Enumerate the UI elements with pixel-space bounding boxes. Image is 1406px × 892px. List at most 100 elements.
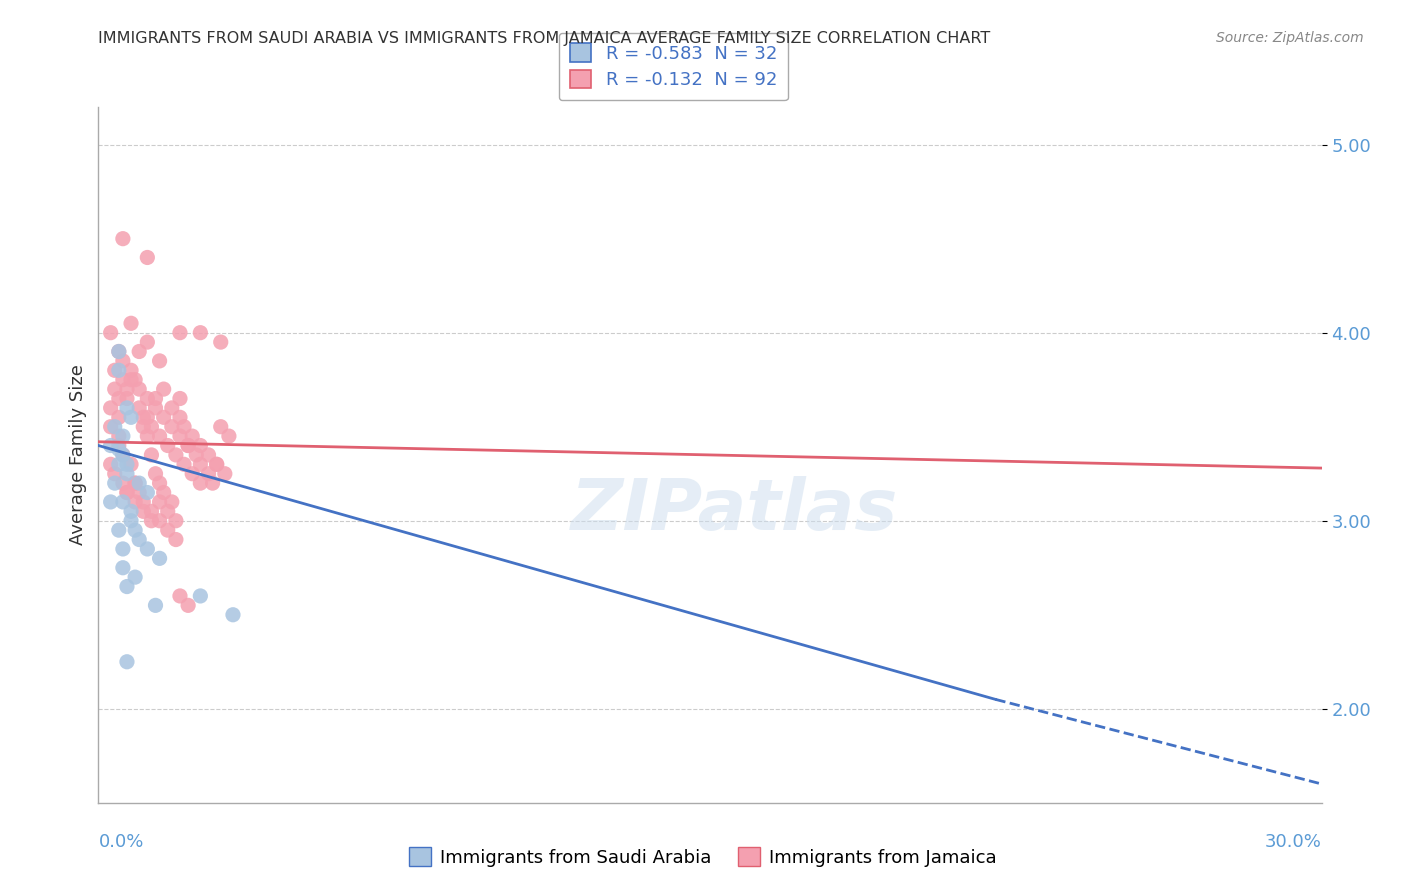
Point [108,429,131,443]
Point [100,419,122,434]
Point [128,344,150,359]
Point [115,485,138,500]
Point [197,467,219,481]
Point [115,458,138,472]
Point [100,458,122,472]
Point [188,438,212,452]
Point [188,589,212,603]
Point [160,495,183,509]
Point [169,410,191,425]
Point [111,448,134,462]
Point [108,438,131,452]
Point [111,373,134,387]
Point [141,514,163,528]
Point [169,589,191,603]
Point [104,363,127,377]
Point [124,373,146,387]
Point [120,514,142,528]
Point [136,429,159,443]
Point [141,448,163,462]
Point [136,335,159,350]
Point [205,458,228,472]
Point [120,458,142,472]
Point [209,419,232,434]
Point [181,429,204,443]
Point [145,599,167,613]
Y-axis label: Average Family Size: Average Family Size [69,365,87,545]
Point [132,504,155,518]
Point [124,476,146,491]
Point [145,401,167,415]
Point [115,382,138,396]
Legend: R = -0.583  N = 32, R = -0.132  N = 92: R = -0.583 N = 32, R = -0.132 N = 92 [558,33,787,100]
Point [111,429,134,443]
Text: IMMIGRANTS FROM SAUDI ARABIA VS IMMIGRANTS FROM JAMAICA AVERAGE FAMILY SIZE CORR: IMMIGRANTS FROM SAUDI ARABIA VS IMMIGRAN… [98,31,991,46]
Point [111,541,134,556]
Point [111,560,134,574]
Point [128,382,150,396]
Point [197,448,219,462]
Point [108,410,131,425]
Point [149,551,172,566]
Point [145,467,167,481]
Point [100,495,122,509]
Text: Source: ZipAtlas.com: Source: ZipAtlas.com [1216,31,1364,45]
Point [149,514,172,528]
Point [108,458,131,472]
Point [136,392,159,406]
Point [136,485,159,500]
Point [136,541,159,556]
Point [165,448,187,462]
Point [141,504,163,518]
Point [104,476,127,491]
Point [152,382,174,396]
Point [132,410,155,425]
Point [149,354,172,368]
Point [205,458,228,472]
Point [169,429,191,443]
Point [141,419,163,434]
Point [108,442,131,457]
Point [104,382,127,396]
Point [108,344,131,359]
Point [128,401,150,415]
Point [100,326,122,340]
Point [132,495,155,509]
Point [124,570,146,584]
Point [136,410,159,425]
Point [152,410,174,425]
Point [132,419,155,434]
Point [124,476,146,491]
Point [120,316,142,330]
Text: 0.0%: 0.0% [98,833,143,851]
Point [136,251,159,265]
Point [181,467,204,481]
Point [222,607,245,622]
Point [100,401,122,415]
Point [100,438,122,452]
Point [108,523,131,537]
Point [115,580,138,594]
Text: 30.0%: 30.0% [1265,833,1322,851]
Point [156,523,179,537]
Point [115,467,138,481]
Point [177,438,200,452]
Point [111,354,134,368]
Point [120,410,142,425]
Point [111,495,134,509]
Point [149,429,172,443]
Point [111,448,134,462]
Point [186,448,208,462]
Point [111,476,134,491]
Point [169,326,191,340]
Point [173,458,195,472]
Point [120,363,142,377]
Point [201,476,224,491]
Point [156,504,179,518]
Point [115,392,138,406]
Point [111,232,134,246]
Point [165,514,187,528]
Point [152,485,174,500]
Point [188,458,212,472]
Point [169,392,191,406]
